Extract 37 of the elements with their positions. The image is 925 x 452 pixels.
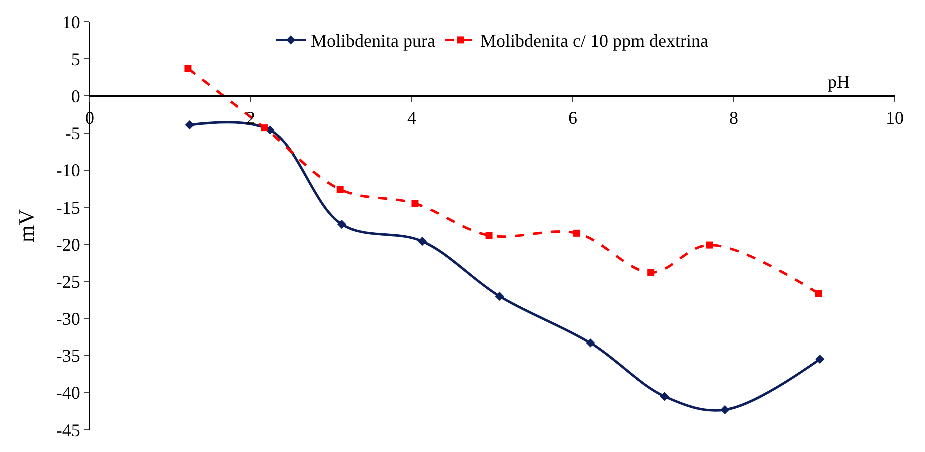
x-tick-label: 10	[886, 108, 904, 128]
y-tick-label: -20	[56, 234, 80, 255]
y-tick-label: -30	[56, 309, 80, 330]
point	[720, 405, 730, 415]
point	[337, 220, 347, 230]
point	[706, 242, 714, 249]
legend-label: Molibdenita pura	[311, 31, 436, 52]
point	[815, 290, 822, 298]
y-tick-label: -5	[65, 124, 80, 144]
point	[412, 200, 419, 208]
y-tick-label: 0	[71, 86, 80, 106]
point	[184, 65, 192, 72]
y-axis-title: mV	[14, 209, 40, 242]
x-tick-label: 4	[408, 108, 416, 128]
y-tick-label: -10	[56, 160, 80, 181]
point	[486, 232, 493, 240]
point	[336, 186, 344, 194]
y-tick-label: 10	[62, 12, 80, 32]
point	[495, 292, 504, 302]
y-tick-label: -35	[56, 346, 80, 366]
point	[648, 269, 655, 276]
legend-label: Molibdenita c/ 10 ppm dextrina	[480, 31, 708, 52]
y-tick-label: 5	[71, 49, 80, 70]
x-axis-title: pH	[828, 72, 850, 92]
point	[586, 338, 596, 348]
x-tick-label: 6	[568, 108, 578, 128]
point	[261, 124, 268, 132]
y-tick-label: -25	[56, 272, 80, 292]
point	[660, 392, 670, 402]
point	[574, 230, 581, 237]
y-tick-label: -15	[56, 198, 80, 218]
point	[816, 354, 825, 364]
point	[418, 237, 428, 246]
y-tick-label: -40	[56, 383, 80, 404]
y-tick-label: -45	[56, 420, 80, 440]
x-tick-label: 8	[730, 108, 738, 128]
point	[185, 120, 194, 130]
